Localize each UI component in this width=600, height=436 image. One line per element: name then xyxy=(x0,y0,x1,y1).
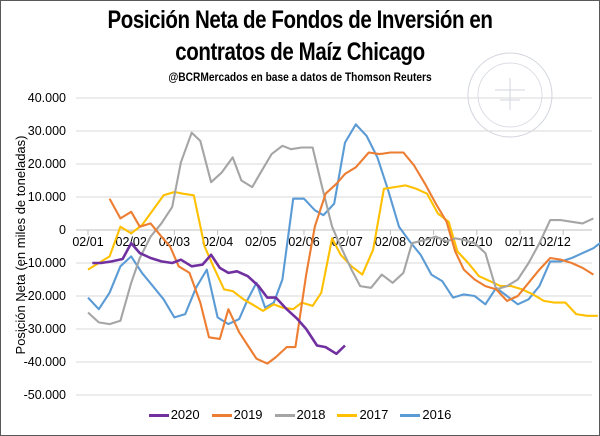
series-line-2016 xyxy=(87,123,600,326)
x-tick-label: 02/04 xyxy=(202,235,233,249)
y-tick-label: -20.000 xyxy=(24,289,66,303)
x-tick-label: 02/06 xyxy=(288,235,319,249)
series-line-2019 xyxy=(108,151,594,365)
legend-label: 2019 xyxy=(233,407,263,422)
y-tick-label: 0 xyxy=(59,223,66,237)
legend-item-2018: 2018 xyxy=(274,407,326,422)
legend-label: 2018 xyxy=(296,407,326,422)
y-tick-label: 30.000 xyxy=(28,124,66,138)
y-tick-label: 20.000 xyxy=(28,157,66,171)
x-tick-label: 02/12 xyxy=(540,235,571,249)
legend-label: 2017 xyxy=(359,407,389,422)
y-axis-label: Posición Neta (en miles de toneladas) xyxy=(13,136,28,355)
series-line-2018 xyxy=(87,131,594,326)
legend-item-2019: 2019 xyxy=(211,407,263,422)
y-tick-label: 10.000 xyxy=(28,190,66,204)
legend-label: 2016 xyxy=(422,407,452,422)
y-tick-label: -30.000 xyxy=(24,322,66,336)
series-line-2020 xyxy=(92,241,346,356)
x-tick-label: 02/01 xyxy=(72,235,103,249)
x-tick-label: 02/03 xyxy=(159,235,190,249)
y-tick-label: -40.000 xyxy=(24,355,66,369)
x-tick-label: 02/08 xyxy=(375,235,406,249)
x-tick-label: 02/11 xyxy=(505,235,535,249)
chart-title-line2: contratos de Maíz Chicago xyxy=(175,38,425,66)
legend-swatch xyxy=(148,414,169,418)
x-tick-label: 02/05 xyxy=(245,235,276,249)
legend-swatch xyxy=(274,414,295,418)
chart-subtitle: @BCRMercados en base a datos de Thomson … xyxy=(168,70,432,84)
legend-swatch xyxy=(400,414,421,418)
legend-label: 2020 xyxy=(170,407,200,422)
y-tick-label: -50.000 xyxy=(24,388,66,402)
y-tick-label: -10.000 xyxy=(24,256,66,270)
legend-swatch xyxy=(211,414,232,418)
bcr-seal-watermark xyxy=(467,52,553,138)
chart-title-line1: Posición Neta de Fondos de Inversión en xyxy=(107,6,493,34)
y-tick-label: 40.000 xyxy=(28,91,66,105)
legend-swatch xyxy=(337,414,358,418)
legend-item-2016: 2016 xyxy=(400,407,451,422)
legend-item-2017: 2017 xyxy=(337,407,388,422)
chart-legend: 2020 2019 2018 2017 2016 xyxy=(0,407,600,422)
legend-item-2020: 2020 xyxy=(148,407,200,422)
x-tick-label: 02/10 xyxy=(461,235,492,249)
